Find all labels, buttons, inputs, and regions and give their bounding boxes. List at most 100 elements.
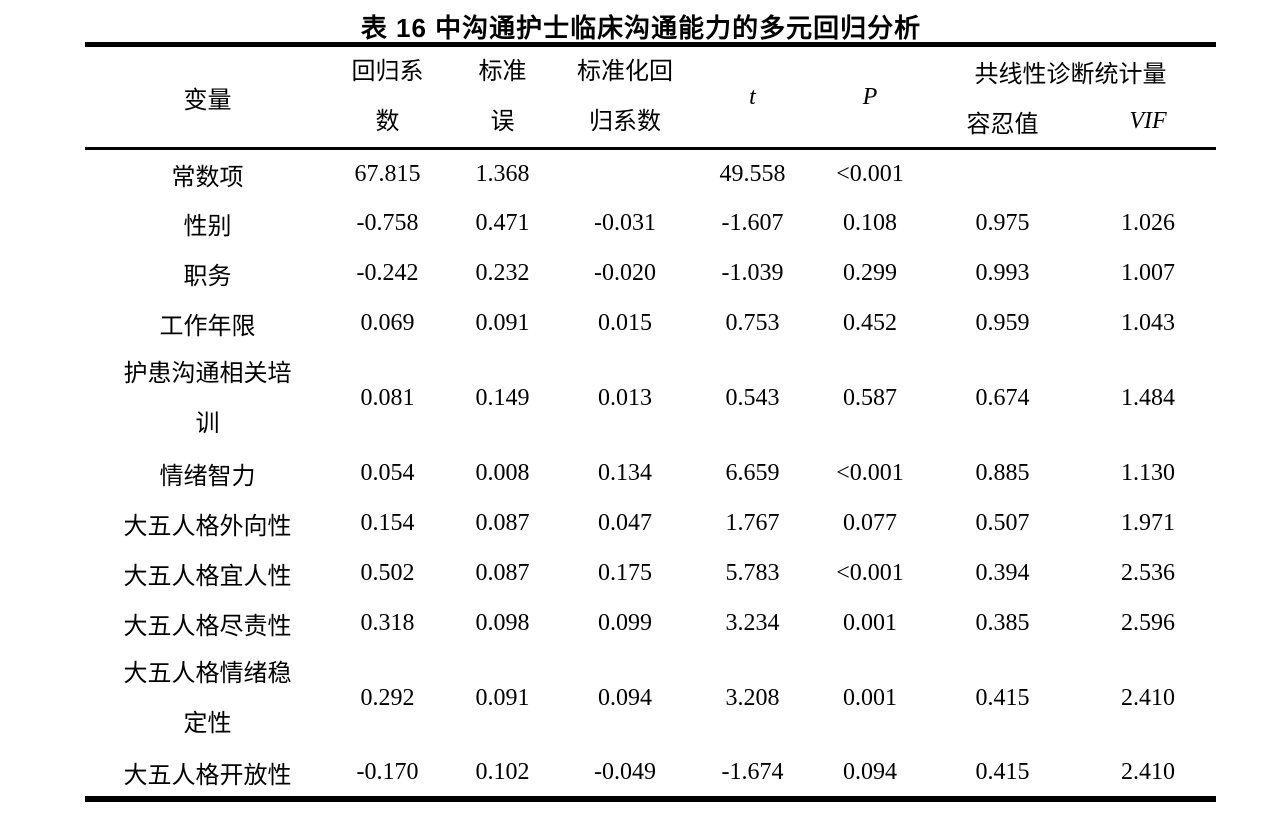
cell-std-coefficient: 0.099 <box>598 610 652 636</box>
cell-vif: 1.971 <box>1121 510 1175 536</box>
cell-t: 0.543 <box>725 385 780 411</box>
header-tolerance: 容忍值 <box>966 112 1039 139</box>
cell-coefficient: -0.170 <box>356 758 419 785</box>
table-row: 大五人格尽责性 0.318 0.098 0.099 3.234 0.001 0.… <box>85 599 1216 649</box>
table-row: 工作年限 0.069 0.091 0.015 0.753 0.452 0.959… <box>85 299 1216 349</box>
table-row: 大五人格情绪稳 定性 0.292 0.091 0.094 3.208 0.001… <box>85 649 1216 749</box>
cell-std-error: 1.368 <box>445 147 560 199</box>
cell-p: 0.452 <box>843 310 897 336</box>
table-row: 大五人格宜人性 0.502 0.087 0.175 5.783 <0.001 0… <box>85 549 1216 599</box>
cell-tolerance: 0.975 <box>975 210 1030 236</box>
header-variable: 变量 <box>183 87 232 114</box>
cell-vif: 2.410 <box>1121 685 1175 711</box>
cell-p: 0.108 <box>843 210 897 236</box>
cell-tolerance: 0.885 <box>975 460 1030 486</box>
cell-t: 0.753 <box>725 310 780 336</box>
cell-coefficient: 0.054 <box>360 460 415 486</box>
cell-tolerance: 0.394 <box>975 560 1030 586</box>
table-row: 护患沟通相关培 训 0.081 0.149 0.013 0.543 0.587 … <box>85 349 1216 449</box>
cell-std-error: 0.087 <box>475 560 530 586</box>
table-row: 常数项 67.815 1.368 49.558 <0.001 <box>85 147 1216 199</box>
cell-t: -1.039 <box>721 260 784 286</box>
cell-std-coefficient: -0.020 <box>594 260 656 286</box>
cell-coefficient: 67.815 <box>330 147 445 199</box>
cell-std-error: 0.087 <box>475 510 530 536</box>
cell-p: <0.001 <box>836 560 904 586</box>
cell-variable: 职务 <box>183 264 232 290</box>
cell-std-coefficient: 0.015 <box>598 310 652 336</box>
cell-t: 5.783 <box>725 560 780 586</box>
cell-std-error: 0.471 <box>475 210 530 236</box>
cell-vif: 1.043 <box>1121 310 1175 336</box>
cell-std-coefficient: 0.013 <box>598 385 652 411</box>
cell-t: -1.607 <box>721 210 784 236</box>
cell-t: 6.659 <box>725 460 780 486</box>
cell-t: -1.674 <box>721 758 784 785</box>
cell-t: 3.208 <box>725 685 780 711</box>
cell-p: 0.001 <box>843 610 897 636</box>
table-row: 性别 -0.758 0.471 -0.031 -1.607 0.108 0.97… <box>85 199 1216 249</box>
cell-std-error: 0.091 <box>475 310 530 336</box>
cell-variable: 大五人格情绪稳 定性 <box>123 660 292 737</box>
cell-std-coefficient: 0.047 <box>598 510 652 536</box>
cell-t: 49.558 <box>690 147 815 199</box>
header-vif: VIF <box>1129 108 1167 135</box>
cell-tolerance: 0.507 <box>975 510 1030 536</box>
cell-t: 3.234 <box>725 610 780 636</box>
cell-variable: 大五人格尽责性 <box>123 614 292 640</box>
cell-std-coefficient: -0.049 <box>594 758 656 785</box>
cell-variable: 性别 <box>183 214 232 240</box>
cell-std-error: 0.102 <box>475 758 530 785</box>
table-row: 大五人格外向性 0.154 0.087 0.047 1.767 0.077 0.… <box>85 499 1216 549</box>
cell-variable: 常数项 <box>85 147 330 199</box>
header-std-error: 标准 误 <box>478 59 527 135</box>
cell-variable: 情绪智力 <box>159 464 256 490</box>
cell-coefficient: 0.502 <box>360 560 415 586</box>
cell-p: 0.094 <box>843 758 897 785</box>
table-header: 变量 回归系 数 标准 误 标准化回 归系数 t P 共线性诊断统计量 容忍值 … <box>85 45 1216 149</box>
cell-std-coefficient: 0.134 <box>598 460 652 486</box>
cell-p: <0.001 <box>815 147 925 199</box>
table-title: 表 16 中沟通护士临床沟通能力的多元回归分析 <box>360 13 922 43</box>
cell-vif: 1.484 <box>1121 385 1175 411</box>
cell-p: 0.077 <box>843 510 897 536</box>
cell-std-coefficient <box>560 147 690 199</box>
cell-tolerance: 0.993 <box>975 260 1030 286</box>
cell-std-coefficient: -0.031 <box>594 210 656 236</box>
cell-variable: 大五人格外向性 <box>123 514 292 540</box>
table-header-row-2: 容忍值 VIF <box>85 97 1216 149</box>
cell-vif: 2.596 <box>1121 610 1175 636</box>
cell-std-coefficient: 0.094 <box>598 685 652 711</box>
cell-variable: 大五人格宜人性 <box>123 564 292 590</box>
cell-tolerance: 0.674 <box>975 385 1030 411</box>
cell-coefficient: 0.081 <box>360 385 415 411</box>
cell-p: 0.299 <box>843 260 897 286</box>
cell-coefficient: -0.758 <box>356 210 419 236</box>
cell-p: <0.001 <box>836 460 904 486</box>
cell-tolerance: 0.959 <box>975 310 1030 336</box>
cell-coefficient: 0.069 <box>360 310 415 336</box>
table-header-row-1: 变量 回归系 数 标准 误 标准化回 归系数 t P 共线性诊断统计量 <box>85 45 1216 135</box>
cell-variable: 工作年限 <box>159 314 256 340</box>
regression-table: 变量 回归系 数 标准 误 标准化回 归系数 t P 共线性诊断统计量 容忍值 … <box>85 42 1216 802</box>
cell-vif <box>1080 147 1216 199</box>
header-p: P <box>862 83 878 110</box>
header-t: t <box>749 83 756 110</box>
cell-p: 0.587 <box>843 385 897 411</box>
cell-std-error: 0.008 <box>475 460 530 486</box>
header-std-coefficient: 标准化回 归系数 <box>577 59 673 135</box>
cell-std-coefficient: 0.175 <box>598 560 652 586</box>
cell-tolerance: 0.415 <box>975 685 1030 711</box>
cell-variable: 护患沟通相关培 训 <box>123 360 292 437</box>
cell-std-error: 0.091 <box>475 685 530 711</box>
cell-p: 0.001 <box>843 685 897 711</box>
cell-vif: 1.026 <box>1121 210 1175 236</box>
cell-coefficient: 0.154 <box>360 510 415 536</box>
cell-vif: 1.130 <box>1121 460 1175 486</box>
cell-std-error: 0.098 <box>475 610 530 636</box>
cell-tolerance <box>925 147 1080 199</box>
cell-tolerance: 0.415 <box>975 758 1030 785</box>
table-row: 职务 -0.242 0.232 -0.020 -1.039 0.299 0.99… <box>85 249 1216 299</box>
table-body: 常数项 67.815 1.368 49.558 <0.001 性别 -0.758… <box>85 147 1216 799</box>
